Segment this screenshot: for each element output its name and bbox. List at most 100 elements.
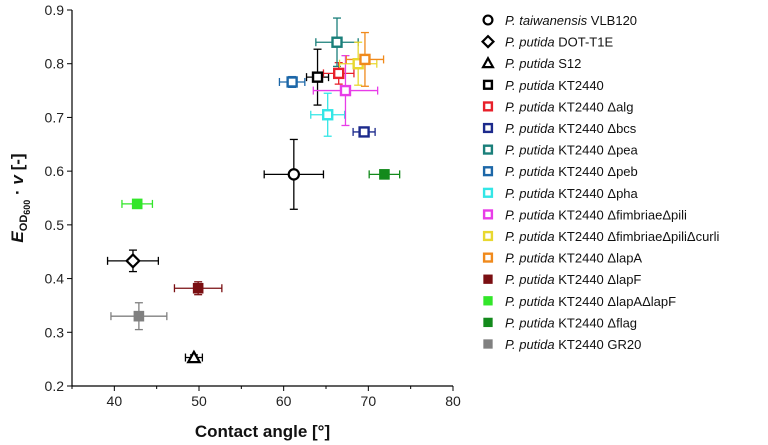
- legend-species: P. putida: [505, 294, 555, 309]
- legend-species: P. putida: [505, 229, 555, 244]
- legend-item-11: P. putida KT2440 ΔlapA: [482, 251, 642, 266]
- legend-label: P. putida KT2440 ΔfimbriaeΔpili: [505, 207, 687, 222]
- legend-strain: KT2440 Δbcs: [555, 121, 637, 136]
- legend-label: P. putida KT2440 ΔlapA: [505, 251, 642, 266]
- legend-marker: [482, 166, 494, 177]
- data-point-6: [331, 36, 343, 48]
- legend-label: P. putida KT2440 ΔfimbriaeΔpiliΔcurli: [505, 229, 720, 244]
- legend-label: P. putida KT2440 ΔlapF: [505, 272, 641, 287]
- legend-marker: [482, 14, 494, 26]
- error-bars: [106, 17, 401, 362]
- legend-marker: [481, 55, 495, 69]
- legend-label: P. putida KT2440 Δbcs: [505, 121, 637, 136]
- legend-item-8: P. putida KT2440 Δpha: [482, 186, 639, 201]
- axes: [71, 10, 453, 387]
- legend-strain: KT2440 Δpea: [555, 143, 639, 158]
- legend-strain: KT2440 ΔfimbriaeΔpili: [555, 207, 687, 222]
- legend-item-10: P. putida KT2440 ΔfimbriaeΔpiliΔcurli: [482, 229, 720, 244]
- data-point-14: [379, 169, 390, 180]
- x-tick-label: 60: [276, 393, 292, 409]
- legend-species: P. taiwanensis: [505, 13, 588, 28]
- legend-strain: KT2440 ΔlapA: [555, 251, 643, 266]
- y-axis-title: EOD600 · v [-]: [8, 153, 32, 242]
- data-point-7: [286, 76, 298, 88]
- x-tick-label: 80: [445, 393, 461, 409]
- legend-item-1: P. putida DOT-T1E: [480, 34, 613, 50]
- y-label-unit: [-]: [8, 153, 27, 175]
- legend-label: P. putida KT2440 ΔlapAΔlapF: [505, 294, 676, 309]
- legend-species: P. putida: [505, 272, 555, 287]
- legend-marker: [483, 339, 493, 349]
- legend-label: P. putida KT2440 Δflag: [505, 315, 637, 330]
- data-point-4: [333, 67, 345, 80]
- legend-item-5: P. putida KT2440 Δbcs: [482, 121, 637, 136]
- legend-item-13: P. putida KT2440 ΔlapAΔlapF: [483, 294, 676, 309]
- legend-strain: KT2440 Δalg: [555, 99, 634, 114]
- y-tick-label: 0.3: [45, 324, 65, 340]
- legend-label: P. putida KT2440 Δpea: [505, 143, 639, 158]
- legend-strain: KT2440 ΔfimbriaeΔpiliΔcurli: [555, 229, 720, 244]
- legend-species: P. putida: [505, 251, 555, 266]
- legend-species: P. putida: [505, 143, 555, 158]
- legend-marker: [482, 122, 494, 134]
- data-point-0: [287, 168, 301, 181]
- data-point-1: [125, 252, 141, 269]
- legend-marker: [482, 144, 494, 155]
- legend-strain: DOT-T1E: [555, 35, 614, 50]
- y-tick-label: 0.9: [45, 2, 65, 18]
- data-point-5: [358, 126, 370, 138]
- legend-marker: [483, 296, 493, 306]
- legend-item-14: P. putida KT2440 Δflag: [483, 315, 637, 330]
- data-point-8: [321, 109, 334, 121]
- y-label-e: E: [8, 231, 27, 243]
- data-point-15: [133, 310, 145, 322]
- y-label-sub-num: 600: [22, 200, 32, 215]
- legend-strain: S12: [555, 56, 582, 71]
- legend-label: P. putida KT2440: [505, 78, 604, 93]
- y-tick-label: 0.5: [45, 217, 65, 233]
- legend-item-0: P. taiwanensis VLB120: [482, 13, 637, 28]
- legend-strain: KT2440: [555, 78, 604, 93]
- data-point-3: [311, 71, 324, 83]
- legend-species: P. putida: [505, 121, 555, 136]
- legend-item-4: P. putida KT2440 Δalg: [482, 99, 633, 114]
- legend-marker: [482, 252, 494, 263]
- data-point-12: [192, 282, 204, 294]
- legend-species: P. putida: [505, 337, 555, 352]
- legend-marker: [483, 274, 493, 284]
- legend-strain: KT2440 Δpeb: [555, 164, 638, 179]
- legend-item-12: P. putida KT2440 ΔlapF: [483, 272, 641, 287]
- legend-label: P. putida KT2440 Δalg: [505, 99, 633, 114]
- legend-strain: KT2440 Δflag: [555, 315, 637, 330]
- y-tick-label: 0.8: [45, 56, 65, 72]
- x-tick-label: 50: [191, 393, 207, 409]
- legend-species: P. putida: [505, 315, 555, 330]
- y-label-dot: ·: [8, 185, 27, 200]
- legend-species: P. putida: [505, 164, 555, 179]
- legend-item-2: P. putida S12: [481, 55, 582, 71]
- data-point-11: [359, 53, 371, 66]
- y-tick-label: 0.6: [45, 163, 65, 179]
- data-point-13: [131, 198, 143, 210]
- legend-item-7: P. putida KT2440 Δpeb: [482, 164, 638, 179]
- legend-marker: [482, 101, 494, 112]
- y-label-sub: OD: [18, 215, 30, 232]
- legend-item-3: P. putida KT2440: [482, 78, 604, 93]
- y-tick-label: 0.4: [45, 271, 65, 287]
- legend-marker: [482, 209, 494, 220]
- legend-marker: [482, 79, 494, 90]
- data-point-9: [339, 84, 352, 97]
- legend-label: P. putida DOT-T1E: [505, 35, 613, 50]
- legend-species: P. putida: [505, 56, 555, 71]
- legend-species: P. putida: [505, 35, 555, 50]
- y-ticks: 0.2 0.3 0.4 0.5 0.6 0.7 0.8 0.9: [45, 2, 72, 394]
- legend-item-6: P. putida KT2440 Δpea: [482, 143, 639, 158]
- legend-marker: [482, 230, 494, 242]
- legend-strain: KT2440 ΔlapF: [555, 272, 642, 287]
- legend-label: P. putida KT2440 GR20: [505, 337, 641, 352]
- legend-label: P. putida KT2440 Δpeb: [505, 164, 638, 179]
- x-axis-title: Contact angle [°]: [195, 422, 330, 441]
- legend-species: P. putida: [505, 207, 555, 222]
